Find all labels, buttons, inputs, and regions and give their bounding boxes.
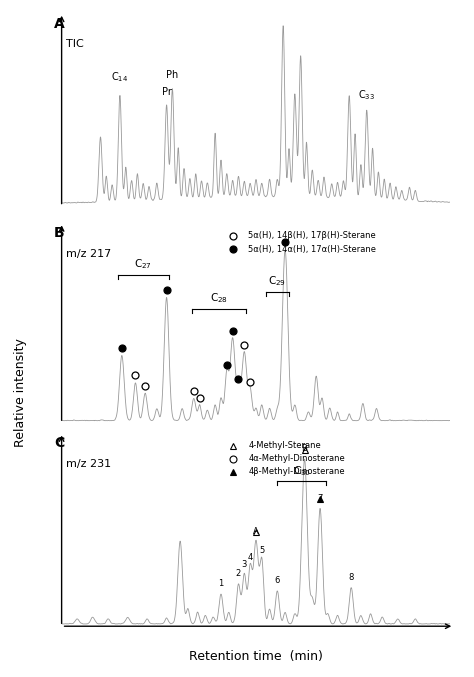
Text: Ph: Ph	[166, 70, 179, 81]
Text: C$_{29}$: C$_{29}$	[268, 274, 286, 288]
Text: 4-Methyl-Sterane: 4-Methyl-Sterane	[248, 441, 321, 450]
Text: TIC: TIC	[65, 39, 83, 49]
Text: Relative intensity: Relative intensity	[14, 338, 27, 447]
Text: 3: 3	[242, 560, 247, 569]
Text: A: A	[54, 17, 64, 30]
Text: B: B	[54, 226, 64, 240]
Text: 8: 8	[348, 573, 354, 582]
Text: 1: 1	[219, 580, 224, 588]
Text: 5α(H), 14β(H), 17β(H)-Sterane: 5α(H), 14β(H), 17β(H)-Sterane	[248, 232, 376, 240]
Text: m/z 231: m/z 231	[65, 459, 110, 468]
Text: C$_{33}$: C$_{33}$	[358, 88, 375, 102]
Text: 4α-Methyl-Dinosterane: 4α-Methyl-Dinosterane	[248, 454, 345, 463]
Text: Retention time  (min): Retention time (min)	[189, 650, 323, 663]
Text: 7: 7	[318, 494, 323, 502]
Text: C$_{28}$: C$_{28}$	[210, 292, 228, 305]
Text: B: B	[301, 444, 308, 453]
Text: C$_{30}$: C$_{30}$	[292, 464, 310, 478]
Text: C$_{14}$: C$_{14}$	[111, 70, 128, 84]
Text: 4β-Methyl-Dinosterane: 4β-Methyl-Dinosterane	[248, 467, 345, 476]
Text: 2: 2	[236, 569, 241, 578]
Text: m/z 217: m/z 217	[65, 250, 111, 259]
Text: Pr: Pr	[162, 87, 172, 97]
Text: A: A	[253, 527, 259, 536]
Text: 6: 6	[274, 576, 280, 585]
Text: 4: 4	[247, 553, 253, 562]
Text: 5: 5	[259, 546, 264, 555]
Text: C: C	[54, 436, 64, 450]
Text: C$_{27}$: C$_{27}$	[134, 257, 152, 271]
Text: 5α(H), 14α(H), 17α(H)-Sterane: 5α(H), 14α(H), 17α(H)-Sterane	[248, 245, 376, 254]
